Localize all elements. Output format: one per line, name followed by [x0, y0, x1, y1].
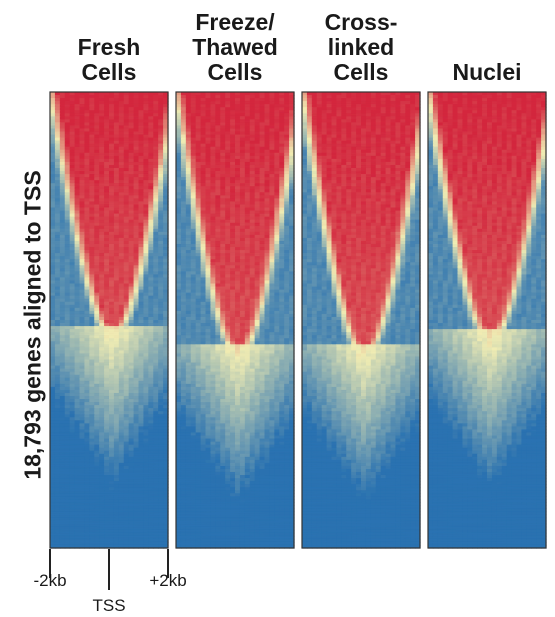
panel-title-line: Nuclei — [452, 59, 522, 85]
x-tick-label-3: +2kb — [149, 571, 187, 590]
panel-title-3: Cross-linked Cells — [301, 0, 421, 85]
panel-title-line: Cells — [333, 59, 389, 85]
panel-title-1: Fresh Cells — [49, 0, 169, 85]
heatmap-panel-2 — [176, 92, 295, 549]
x-tick-label-2: TSS — [92, 596, 126, 615]
panel-title-line: Cells — [207, 59, 263, 85]
heatmap-panel-4 — [428, 92, 547, 549]
panel-title-line: Freeze/ — [195, 9, 275, 35]
panel-title-line: Thawed — [192, 34, 278, 60]
heatmap-panel-border — [427, 91, 547, 549]
panel-title-line: Fresh — [77, 34, 141, 60]
heatmap-panel-border — [301, 91, 421, 549]
panel-title-4: Nuclei — [427, 0, 547, 85]
heatmap-panel-3 — [302, 92, 421, 549]
heatmap-panel-border — [175, 91, 295, 549]
x-tick-label-1: -2kb — [33, 571, 67, 590]
heatmap-panel-1 — [50, 92, 169, 549]
panel-title-line: linked — [327, 34, 395, 60]
heatmap-panel-border — [49, 91, 169, 549]
panel-title-line: Cross- — [324, 9, 398, 35]
panel-title-line: Cells — [81, 59, 137, 85]
panel-title-2: Freeze/Thawed Cells — [175, 0, 295, 85]
